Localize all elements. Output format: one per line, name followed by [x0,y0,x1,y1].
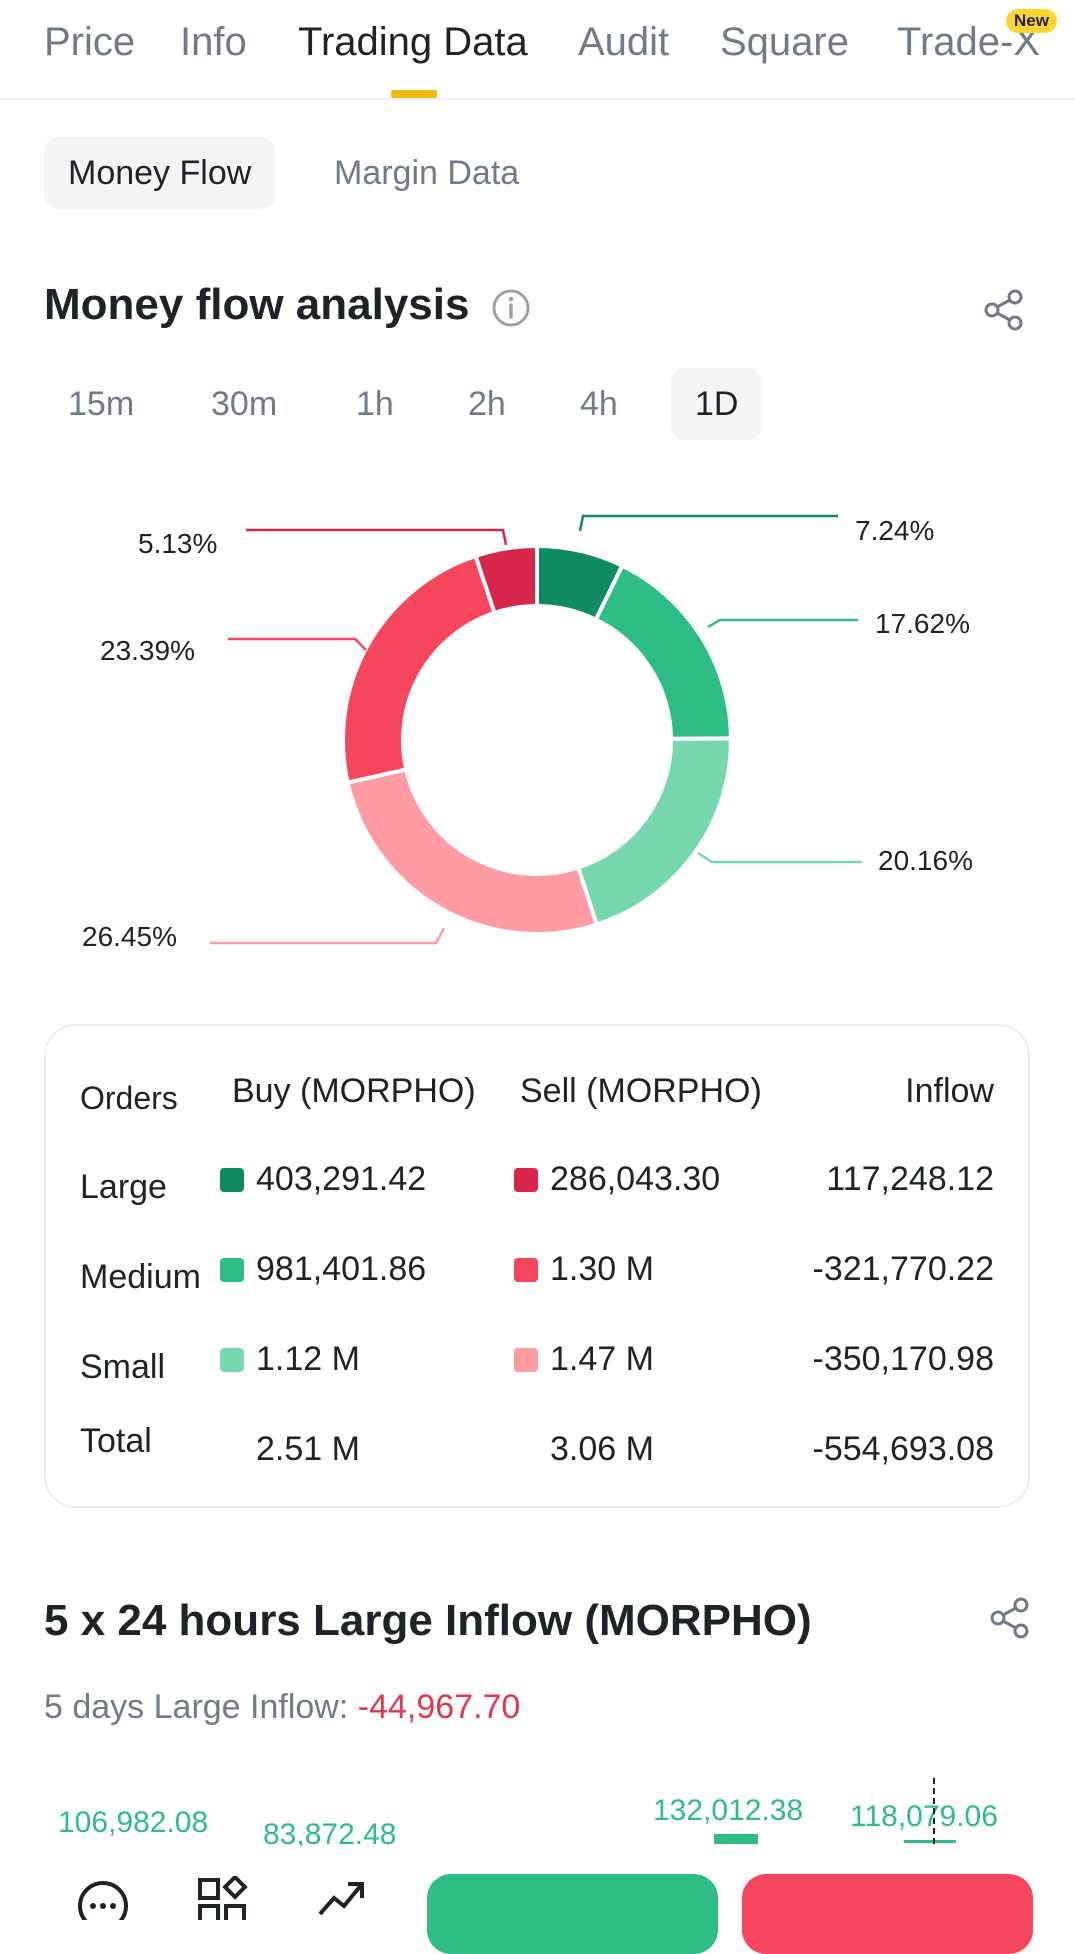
share-icon[interactable] [982,288,1026,332]
inflow-day-3-value: 132,012.38 [653,1794,804,1827]
share-icon[interactable] [988,1596,1032,1640]
donut-slice-label: 26.45% [82,921,177,952]
row-label-medium: Medium [80,1258,201,1296]
donut-slice-label: 23.39% [100,635,195,666]
header-buy: Buy (MORPHO) [232,1072,476,1110]
donut-slice-medium-buy [593,563,734,741]
donut-leader-line [578,514,838,532]
row-label-small: Small [80,1348,166,1386]
tab-trading-data[interactable]: Trading Data [298,20,528,64]
donut-leader-line [707,618,858,629]
donut-slice-label: 5.13% [138,528,217,559]
tab-info[interactable]: Info [180,20,247,64]
large-inflow-title: 5 x 24 hours Large Inflow (MORPHO) [44,1596,812,1645]
small-inflow-value: -350,170.98 [812,1340,995,1378]
crosshair-line [933,1778,935,1844]
inflow-day-4-value: 118,079.06 [850,1800,998,1833]
large-sell-value: 286,043.30 [550,1160,721,1198]
donut-leader-line [210,927,446,945]
donut-slice-large-sell [473,543,539,616]
medium-sell-value: 1.30 M [550,1250,654,1288]
medium-buy-value: 981,401.86 [256,1250,427,1288]
legend-medium-buy [220,1258,244,1282]
inflow-bar-day-4 [904,1840,956,1843]
summary-label: 5 days Large Inflow: [44,1688,349,1726]
timeframe-2h[interactable]: 2h [468,385,506,423]
legend-small-sell [514,1348,538,1372]
legend-large-buy [220,1168,244,1192]
total-inflow-value: -554,693.08 [812,1430,995,1468]
donut-leader-line [697,851,862,864]
donut-slice-medium-sell [341,553,498,785]
orders-table-card: Orders Buy (MORPHO) Sell (MORPHO) Inflow… [44,1024,1030,1508]
total-buy-value: 2.51 M [256,1430,360,1468]
summary-value: -44,967.70 [357,1688,521,1726]
timeframe-30m[interactable]: 30m [211,385,278,423]
tab-audit[interactable]: Audit [578,20,670,64]
bottom-action-bar [0,1846,1075,1954]
donut-slice-label: 20.16% [878,845,973,876]
donut-slice-label: 7.24% [855,515,934,546]
legend-medium-sell [514,1258,538,1282]
legend-large-sell [514,1168,538,1192]
donut-leader-line [246,528,508,546]
header-orders: Orders [80,1080,178,1116]
money-flow-donut-chart: 7.24% 17.62% 20.16% 26.45% 23.39% 5.13% [82,514,973,952]
top-tab-bar: Price Info Trading Data Audit Square Tra… [0,0,1075,100]
buy-button[interactable] [427,1874,718,1954]
row-label-total: Total [80,1422,152,1460]
timeframe-1h[interactable]: 1h [356,385,394,423]
money-flow-title: Money flow analysis [44,280,470,329]
total-sell-value: 3.06 M [550,1430,654,1468]
five-day-inflow-summary: 5 days Large Inflow: -44,967.70 [44,1688,520,1727]
donut-leader-line [228,637,367,651]
active-tab-indicator [391,90,437,98]
inflow-day-1-value: 106,982.08 [58,1806,209,1839]
grid-apps-icon[interactable] [196,1876,250,1920]
header-inflow: Inflow [905,1072,994,1110]
row-label-large: Large [80,1168,167,1206]
inflow-bar-day-3 [714,1834,758,1844]
donut-slice-small-buy [575,736,733,928]
timeframe-15m[interactable]: 15m [68,385,135,423]
chat-icon[interactable] [76,1876,130,1920]
info-icon[interactable] [491,288,531,328]
timeframe-4h[interactable]: 4h [580,385,618,423]
sell-button[interactable] [742,1874,1033,1954]
subtab-money-flow[interactable]: Money Flow [44,137,276,209]
tab-price[interactable]: Price [44,20,136,64]
legend-small-buy [220,1348,244,1372]
new-badge: New [1006,9,1057,33]
trend-arrow-icon[interactable] [316,1876,370,1920]
medium-inflow-value: -321,770.22 [812,1250,995,1288]
small-sell-value: 1.47 M [550,1340,654,1378]
subtab-margin-data[interactable]: Margin Data [334,154,520,192]
small-buy-value: 1.12 M [256,1340,360,1378]
header-sell: Sell (MORPHO) [520,1072,762,1110]
large-inflow-value: 117,248.12 [826,1160,994,1198]
timeframe-1d[interactable]: 1D [671,368,763,440]
tab-square[interactable]: Square [720,20,849,64]
large-buy-value: 403,291.42 [256,1160,427,1198]
inflow-day-2-value: 83,872.48 [263,1818,397,1851]
donut-slice-label: 17.62% [875,608,970,639]
donut-slice-small-sell [345,767,600,936]
